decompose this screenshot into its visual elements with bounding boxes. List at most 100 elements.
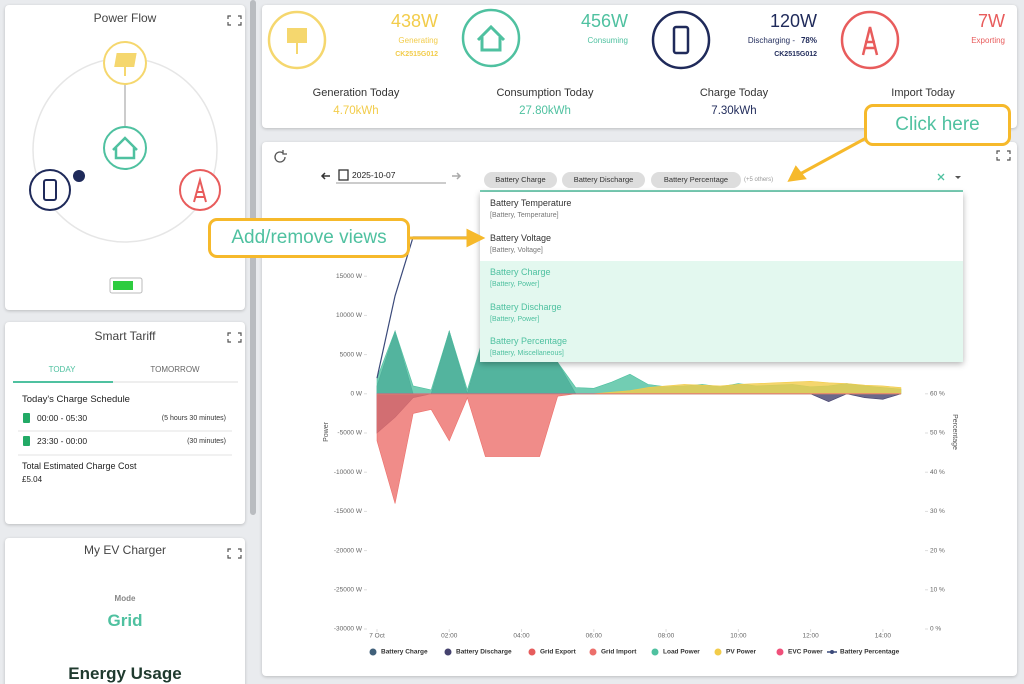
schedule-duration: (30 minutes): [187, 438, 226, 445]
stat-value: 120W: [769, 11, 817, 31]
chip[interactable]: Battery Charge: [484, 172, 557, 188]
legend-marker: [651, 648, 659, 656]
tab[interactable]: TODAY: [48, 365, 76, 374]
legend-marker: [830, 650, 834, 654]
chip[interactable]: Battery Percentage: [651, 172, 741, 188]
total-label: Generation Today: [312, 87, 400, 99]
legend-marker: [528, 648, 536, 656]
cost-label: Total Estimated Charge Cost: [22, 461, 137, 471]
y2-axis-title: Percentage: [951, 414, 958, 450]
schedule-duration: (5 hours 30 minutes): [161, 415, 226, 422]
y-tick-label: 15000 W: [336, 273, 363, 280]
x-tick-label: 7 Oct: [369, 633, 385, 640]
annotation: Click here: [864, 104, 1011, 146]
annotation: Add/remove views: [208, 218, 410, 258]
dropdown-item[interactable]: Battery Charge [Battery, Power]: [480, 261, 963, 296]
y-tick-label: -20000 W: [334, 547, 363, 554]
total-value: 7.30kWh: [711, 105, 757, 117]
total-label: Import Today: [891, 87, 955, 99]
legend-label: EVC Power: [788, 649, 823, 656]
y2-tick-label: 50 %: [930, 430, 945, 437]
legend-marker: [444, 648, 452, 656]
dropdown-item[interactable]: Battery Temperature [Battery, Temperature…: [480, 192, 963, 227]
y2-tick-label: 20 %: [930, 547, 945, 554]
item-label: Battery Percentage: [490, 336, 568, 346]
y2-tick-label: 30 %: [930, 508, 945, 515]
item-label: Battery Temperature: [490, 198, 572, 208]
dropdown: Battery Temperature [Battery, Temperature…: [480, 192, 963, 362]
chip-more: (+5 others): [744, 177, 774, 183]
total-value: 27.80kWh: [519, 105, 571, 117]
card-title: Smart Tariff: [94, 329, 156, 343]
stat-percent: 78%: [800, 36, 817, 45]
total-label: Consumption Today: [496, 87, 594, 99]
x-tick-label: 08:00: [658, 633, 675, 640]
item-label: Battery Discharge: [490, 301, 562, 312]
ev-card: [5, 538, 245, 684]
y2-tick-label: 10 %: [930, 587, 945, 594]
item-label: Battery Charge: [490, 267, 551, 277]
y2-tick-label: 40 %: [930, 469, 945, 476]
item-group: [Battery, Miscellaneous]: [490, 350, 564, 357]
chip[interactable]: Battery Discharge: [562, 172, 645, 188]
x-tick-label: 02:00: [441, 633, 458, 640]
item-group: [Battery, Power]: [490, 281, 540, 288]
item-label: Battery Voltage: [490, 232, 552, 243]
x-tick-label: 14:00: [875, 633, 892, 640]
total-value: 4.70kWh: [333, 105, 379, 117]
stat-serial: CK2515G012: [774, 51, 817, 58]
legend-label: Grid Export: [540, 649, 577, 656]
y-tick-label: -15000 W: [334, 508, 363, 515]
legend-label: Battery Charge: [381, 649, 428, 656]
legend-marker: [369, 648, 377, 656]
usage-title: Energy Usage: [68, 664, 182, 683]
stat-status: Generating: [398, 36, 438, 45]
y-tick-label: -25000 W: [334, 587, 363, 594]
y-tick-label: 10000 W: [336, 312, 363, 319]
legend-label: Load Power: [663, 649, 700, 656]
schedule-time: 23:30 - 00:00: [37, 436, 88, 446]
stat-status: Discharging -: [747, 36, 795, 45]
stat-status: Exporting: [971, 36, 1005, 45]
card-title: Power Flow: [93, 11, 157, 25]
y-tick-label: -5000 W: [337, 430, 362, 437]
stat-status: Consuming: [587, 36, 628, 45]
legend-label: Battery Percentage: [840, 649, 900, 656]
schedule-time: 00:00 - 05:30: [37, 413, 88, 423]
y2-tick-label: 60 %: [930, 391, 945, 398]
dropdown-item[interactable]: Battery Percentage [Battery, Miscellaneou…: [480, 330, 963, 362]
total-label: Charge Today: [699, 87, 769, 99]
legend-label: PV Power: [726, 649, 756, 656]
legend-label: Grid Import: [601, 649, 637, 656]
y-axis-title: Power: [323, 421, 330, 442]
x-tick-label: 06:00: [586, 633, 603, 640]
item-group: [Battery, Voltage]: [490, 246, 543, 254]
mode: Grid: [107, 611, 143, 630]
mode-label: Mode: [114, 594, 136, 603]
dropdown-item[interactable]: Battery Discharge [Battery, Power]: [480, 295, 963, 330]
stat-value: 7W: [978, 11, 1005, 31]
y-tick-label: 5000 W: [340, 351, 363, 358]
schedule-title: Today's Charge Schedule: [22, 394, 130, 405]
legend-marker: [714, 648, 722, 656]
date[interactable]: 2025-10-07: [352, 170, 396, 180]
item-group: [Battery, Power]: [490, 315, 540, 323]
x-tick-label: 10:00: [730, 633, 747, 640]
tab[interactable]: TOMORROW: [150, 365, 200, 374]
cost: £5.04: [22, 475, 43, 484]
stat-serial: CK2515G012: [395, 51, 438, 58]
dropdown-item[interactable]: Battery Voltage [Battery, Voltage]: [480, 227, 963, 262]
y2-tick-label: 0 %: [930, 626, 941, 633]
legend-marker: [589, 648, 597, 656]
x-tick-label: 12:00: [802, 633, 819, 640]
legend-marker: [776, 648, 784, 656]
item-group: [Battery, Temperature]: [490, 212, 559, 219]
x-tick-label: 04:00: [513, 633, 530, 640]
card-title: My EV Charger: [83, 543, 167, 557]
stat-value: 438W: [390, 11, 438, 31]
legend-label: Battery Discharge: [456, 649, 512, 656]
y-tick-label: -10000 W: [334, 469, 363, 476]
